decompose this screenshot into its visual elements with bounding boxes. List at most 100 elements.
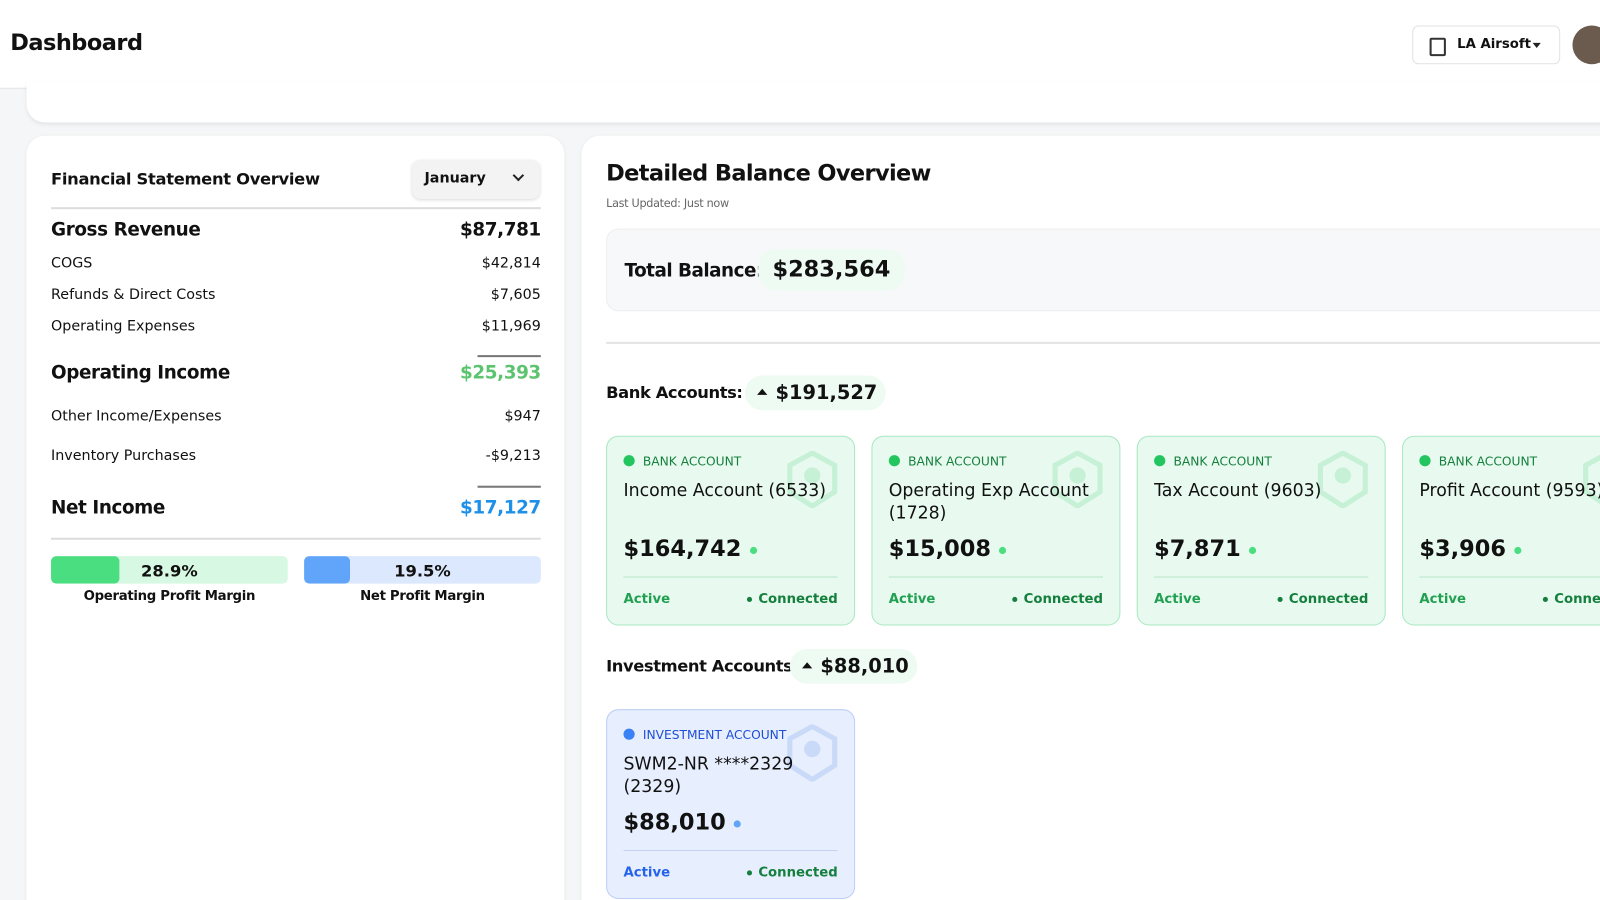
margin-bar: 28.9%: [51, 556, 288, 584]
account-status: Active: [888, 591, 936, 608]
status-dot: [1419, 455, 1431, 467]
shield-icon: [787, 723, 838, 783]
row-amount: -$9,213: [485, 447, 541, 465]
sync-dot: [1514, 546, 1522, 554]
account-amount: $3,906: [1419, 537, 1522, 562]
row-label: Operating Expenses: [51, 318, 196, 335]
account-status: Active: [1154, 591, 1201, 608]
account-type: BANK ACCOUNT: [1173, 454, 1272, 469]
up-arrow: [802, 662, 813, 669]
balance-title: Detailed Balance Overview: [606, 161, 931, 187]
shield-icon: [787, 450, 838, 510]
shield-svg: [1317, 450, 1368, 510]
caret: [1532, 42, 1541, 48]
account-type: BANK ACCOUNT: [908, 454, 1007, 469]
sync-dot: [733, 819, 742, 828]
account-type: BANK ACCOUNT: [642, 454, 742, 469]
account-name: Profit Account (9593): [1419, 480, 1600, 502]
account-name: SWM2-NR ****2329 (2329): [623, 754, 794, 797]
card-divider: [888, 576, 1104, 578]
row-amount: $7,605: [490, 286, 541, 304]
row-label: Other Income/Expenses: [51, 408, 222, 425]
row-amount: $87,781: [460, 219, 541, 241]
row-label: Gross Revenue: [51, 219, 201, 241]
account-card[interactable]: BANK ACCOUNT Operating Exp Account (1728)…: [871, 435, 1121, 626]
account-amount: $7,871: [1154, 537, 1257, 562]
row-label: Net Income: [51, 496, 165, 519]
status-dot: [888, 455, 900, 467]
divider: [51, 207, 541, 210]
row-amount: $25,393: [460, 362, 541, 384]
shield-svg: [1052, 450, 1103, 510]
card-divider: [1419, 576, 1600, 578]
status-dot: [623, 455, 635, 467]
shield-svg: [1583, 454, 1600, 504]
statement-title: Financial Statement Overview: [51, 169, 320, 189]
account-type: BANK ACCOUNT: [1438, 454, 1538, 469]
balance-panel: Detailed Balance Overview Last Updated: J…: [581, 135, 1600, 900]
sync-dot: [1248, 546, 1257, 554]
account-amount: $15,008: [889, 537, 1007, 562]
account-card[interactable]: BANK ACCOUNT Tax Account (9603) $7,871 Acti…: [1136, 435, 1386, 626]
page-title: Dashboard: [10, 30, 143, 57]
total-value: $283,564: [758, 248, 905, 291]
chevron: [512, 169, 525, 182]
account-name: Tax Account (9603): [1154, 480, 1322, 502]
updated: Last Updated: Just now: [606, 196, 729, 211]
status-dot: [1154, 455, 1166, 467]
account-connection: Connected: [1543, 592, 1600, 607]
account-status: Active: [1419, 591, 1467, 608]
card-divider: [1154, 576, 1369, 578]
month-dropdown[interactable]: January: [412, 160, 540, 199]
org-name: LA Airsoft: [1457, 36, 1531, 53]
statement-panel: Financial Statement Overview January Gross…: [26, 135, 565, 900]
margin-fill: [51, 556, 120, 584]
account-card[interactable]: BANK ACCOUNT Income Account (6533) $164,74…: [606, 435, 856, 626]
group-label: Bank Accounts:: [606, 382, 743, 403]
row-label: COGS: [51, 255, 93, 272]
account-connection: Connected: [1278, 592, 1368, 607]
shield-svg: [787, 723, 838, 783]
row-label: Refunds & Direct Costs: [51, 286, 216, 304]
account-card[interactable]: BANK ACCOUNT Profit Account (9593) $3,906 A…: [1402, 435, 1600, 626]
row-amount: $11,969: [481, 318, 541, 335]
account-connection: Connected: [747, 592, 837, 607]
group-label: Investment Accounts:: [606, 656, 799, 676]
shield-svg: [787, 450, 838, 510]
group-total: $191,527: [744, 375, 886, 411]
top-strip: [26, 81, 1600, 123]
shield-icon: [1052, 450, 1103, 510]
shield-icon: [1317, 450, 1368, 510]
card-divider: [623, 849, 838, 852]
top-bar: Dashboard LA Airsoft: [0, 0, 1600, 89]
subtotal-rule: [477, 485, 541, 488]
row-amount: $17,127: [460, 496, 541, 519]
total-label: Total Balance:: [624, 260, 763, 282]
account-status: Active: [623, 591, 671, 608]
account-amount: $88,010: [623, 810, 742, 836]
account-connection: Connected: [1012, 592, 1103, 607]
divider: [606, 341, 1600, 344]
month-label: January: [424, 170, 486, 187]
card-divider: [623, 576, 838, 578]
margin-name: Operating Profit Margin: [83, 588, 256, 605]
margin-name: Net Profit Margin: [360, 588, 485, 605]
account-name: Income Account (6533): [623, 480, 827, 502]
subtotal-rule: [477, 355, 541, 358]
account-type: INVESTMENT ACCOUNT: [642, 727, 787, 742]
row-amount: $42,814: [481, 255, 541, 272]
account-card[interactable]: INVESTMENT ACCOUNT SWM2-NR ****2329 (2329…: [606, 709, 856, 899]
shield-icon: [1583, 451, 1600, 508]
row-label: Operating Income: [51, 362, 230, 384]
account-connection: Connected: [747, 865, 837, 880]
sync-dot: [749, 546, 757, 554]
account-status: Active: [623, 865, 671, 881]
status-dot: [623, 728, 635, 740]
avatar[interactable]: [1572, 25, 1600, 65]
up-arrow: [757, 388, 768, 395]
org-selector[interactable]: LA Airsoft: [1412, 25, 1561, 65]
group-total: $88,010: [789, 648, 917, 684]
row-amount: $947: [504, 408, 541, 425]
